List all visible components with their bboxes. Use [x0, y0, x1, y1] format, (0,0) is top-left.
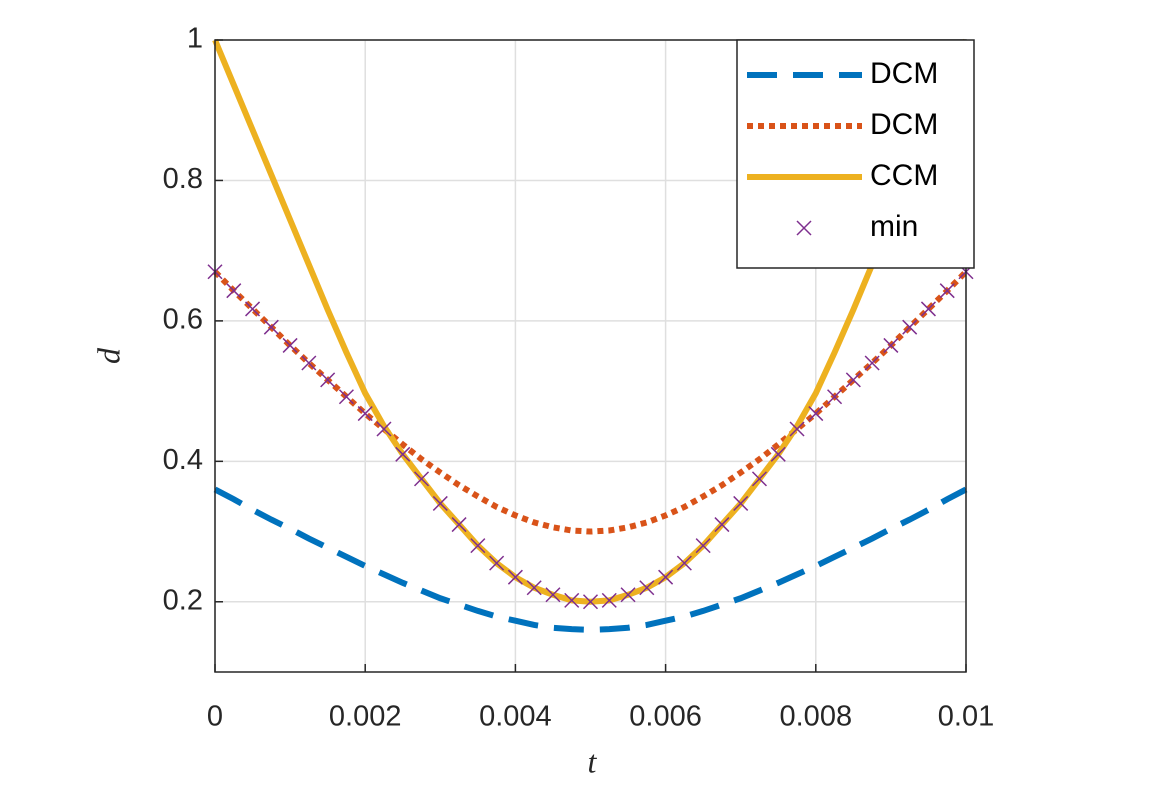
- data-marker: [338, 389, 354, 405]
- data-marker: [789, 421, 805, 437]
- data-marker: [282, 337, 298, 353]
- data-marker: [413, 471, 430, 487]
- data-marker: [263, 319, 279, 335]
- data-marker: [733, 495, 749, 511]
- data-marker: [676, 555, 692, 571]
- data-marker: [695, 538, 711, 554]
- y-tick-label: 0.6: [163, 304, 203, 336]
- axes-box: [214, 39, 967, 673]
- data-line: [213, 486, 968, 633]
- y-axis-label: d: [90, 347, 126, 364]
- data-marker: [226, 283, 242, 299]
- data-marker: [301, 355, 317, 371]
- x-tick-label: 0: [207, 701, 223, 733]
- plot-area: [207, 38, 974, 633]
- data-marker: [470, 538, 486, 554]
- data-marker: [526, 580, 542, 596]
- data-marker: [808, 406, 824, 422]
- data-marker: [714, 517, 730, 533]
- data-marker: [564, 592, 580, 608]
- data-marker: [432, 495, 448, 511]
- x-tick-label: 0.002: [329, 701, 402, 733]
- legend-label: CCM: [870, 159, 938, 192]
- data-marker: [601, 592, 617, 608]
- data-marker: [545, 587, 561, 603]
- legend-label: min: [870, 210, 918, 243]
- data-marker: [658, 569, 674, 585]
- data-marker: [920, 301, 936, 317]
- x-axis-label: t: [588, 743, 598, 779]
- data-marker: [845, 372, 861, 388]
- data-marker: [620, 587, 636, 603]
- data-marker: [489, 555, 505, 571]
- data-marker: [395, 446, 411, 462]
- y-tick-label: 0.4: [163, 444, 203, 476]
- data-marker: [902, 319, 918, 335]
- data-marker: [582, 594, 599, 610]
- y-tick-label: 1: [187, 23, 203, 55]
- legend-label: DCM: [870, 108, 938, 141]
- x-tick-label: 0.006: [629, 701, 702, 733]
- legend-label: DCM: [870, 57, 938, 90]
- y-tick-label: 0.2: [163, 584, 203, 616]
- legend: DCM DCM CCM min: [736, 39, 975, 269]
- data-marker: [639, 580, 655, 596]
- data-marker: [320, 372, 336, 388]
- x-tick-label: 0.008: [780, 701, 853, 733]
- data-marker: [770, 446, 786, 462]
- data-marker: [376, 421, 392, 437]
- data-marker: [827, 389, 843, 405]
- data-marker: [751, 471, 768, 487]
- y-tick-label: 0.8: [163, 163, 203, 195]
- legend-marker: [796, 220, 812, 236]
- data-marker: [864, 355, 880, 371]
- data-marker: [451, 517, 467, 533]
- ticks: 0 0.002 0.004 0.006 0.008 0.01 0.2 0.4 0.6 0.8 1: [163, 23, 995, 733]
- data-marker: [357, 406, 373, 422]
- x-tick-label: 0.004: [479, 701, 552, 733]
- data-marker: [245, 301, 261, 317]
- data-marker: [939, 283, 955, 299]
- data-marker: [507, 569, 523, 585]
- data-marker: [883, 337, 899, 353]
- x-tick-label: 0.01: [938, 701, 994, 733]
